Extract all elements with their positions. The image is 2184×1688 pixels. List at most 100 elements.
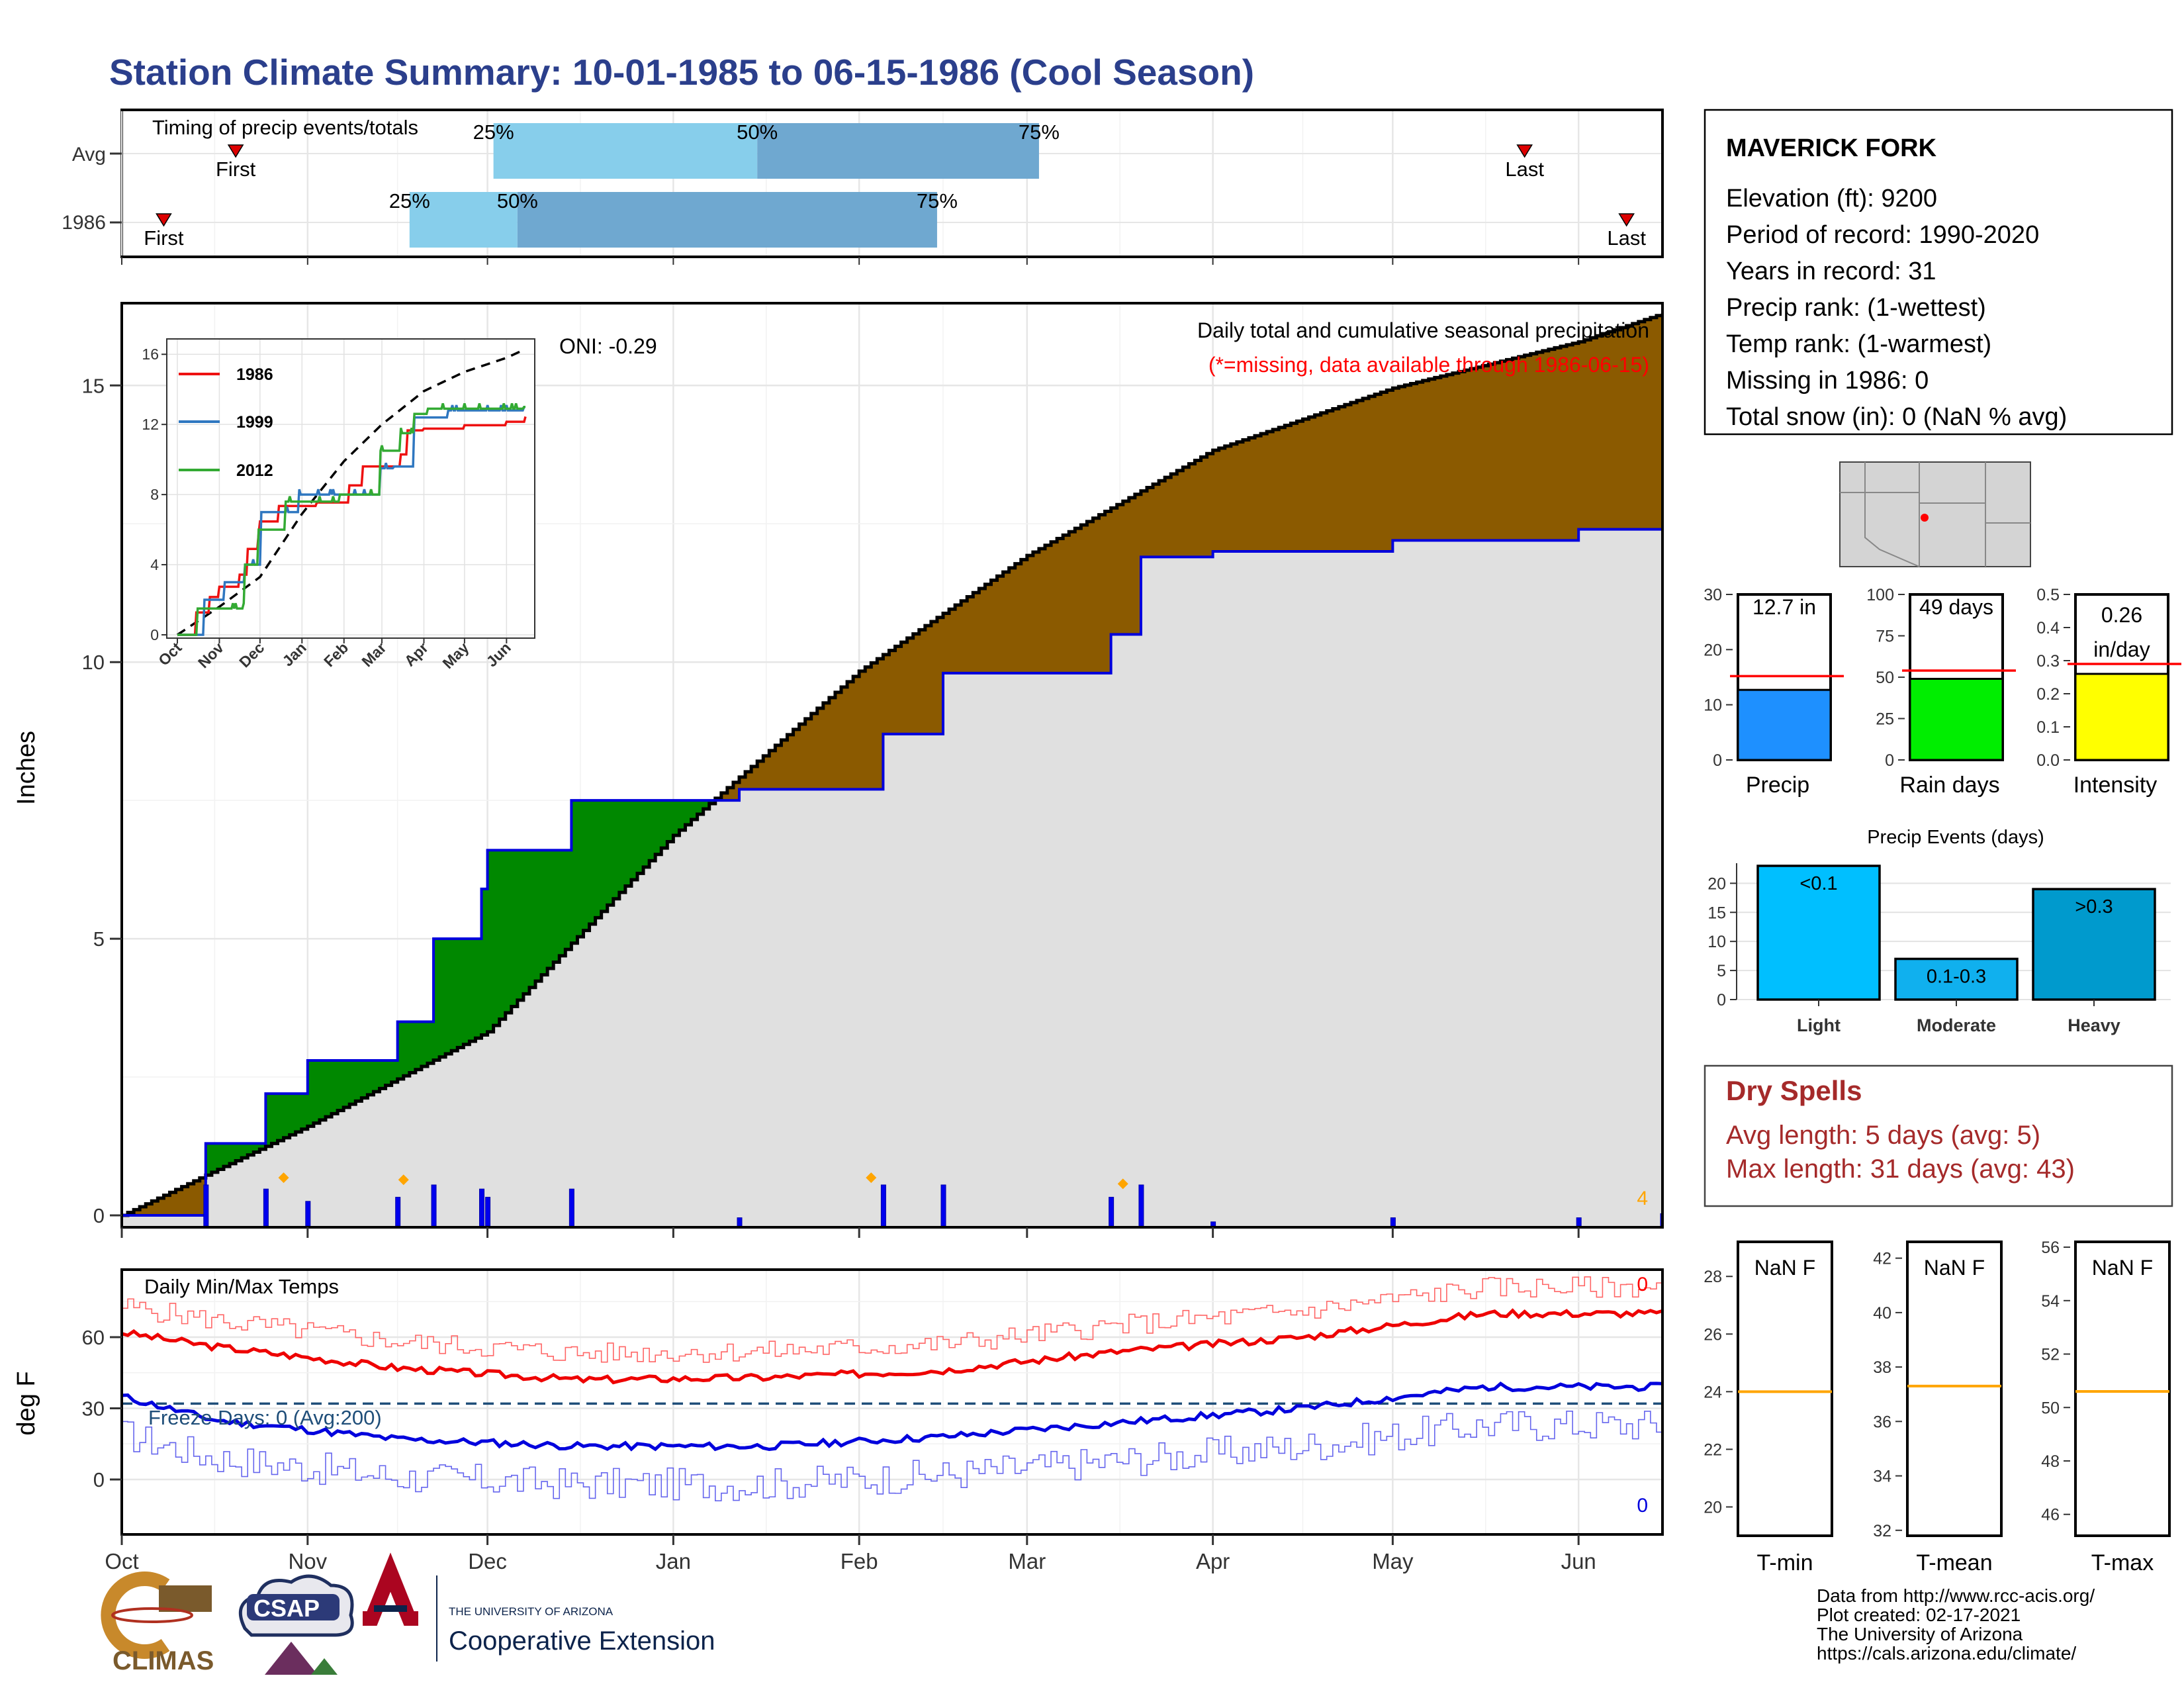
temp-box-tick: 38 (1873, 1358, 1891, 1377)
event-bar-moderate (1894, 957, 2019, 1001)
event-bar-heavy (2032, 888, 2156, 1001)
timing-pct-label: 50% (497, 189, 538, 212)
info-line: Total snow (in): 0 (NaN % avg) (1726, 403, 2067, 431)
timing-marker-label: First (144, 226, 184, 250)
timing-pct-label: 50% (737, 120, 778, 144)
month-label: Mar (1008, 1549, 1046, 1573)
events-y-tick: 10 (1707, 933, 1726, 951)
temp-box-value: NaN F (1924, 1256, 1985, 1280)
timing-bar-25-50 (409, 192, 518, 248)
event-bar-light (1756, 865, 1881, 1001)
timing-row-label-avg: Avg (72, 144, 106, 165)
info-line: Temp rank: (1-warmest) (1726, 330, 1991, 358)
mini-bar-label: Rain days (1899, 773, 1999, 798)
events-y-tick: 20 (1707, 874, 1726, 893)
daily-precip-bar (431, 1184, 437, 1227)
event-category-label: Moderate (1917, 1015, 1996, 1035)
timing-row-label-1986: 1986 (62, 212, 106, 234)
temp-box-tick: 46 (2041, 1506, 2060, 1524)
footer-credits: Data from http://www.rcc-acis.org/ Plot … (1817, 1585, 2095, 1664)
daily-precip-bar (479, 1188, 485, 1227)
precip-y-tick: 10 (82, 651, 105, 674)
timing-pct-label: 25% (473, 120, 514, 144)
daily-precip-bar (880, 1184, 886, 1227)
temp-y-tick: 60 (82, 1326, 105, 1349)
precip-y-tick: 0 (93, 1204, 105, 1227)
temp-box-tick: 28 (1704, 1268, 1722, 1286)
daily-precip-bar (263, 1188, 269, 1227)
temp-box-tick: 22 (1704, 1440, 1722, 1459)
temp-box-tick: 20 (1704, 1498, 1722, 1517)
precip-y-tick: 5 (93, 927, 105, 951)
timing-marker (156, 213, 172, 227)
temp-box-tick: 52 (2041, 1346, 2060, 1364)
observed-cumulative-line (122, 512, 1662, 1217)
mini-bar-tick: 50 (1876, 669, 1894, 687)
month-label: Jun (1561, 1549, 1596, 1573)
missing-note: (*=missing, data available through 1986-… (1208, 353, 1649, 377)
csap-logo-text: CSAP (253, 1595, 320, 1622)
temp-panel-frame (120, 1268, 1664, 1536)
max-temp-count: 0 (1637, 1274, 1648, 1295)
mini-bar-tick: 0.4 (2036, 619, 2060, 637)
station-location-marker (1921, 514, 1929, 522)
temp-y-tick: 0 (93, 1468, 105, 1491)
temp-box-label: T-max (2091, 1550, 2154, 1575)
event-category-label: Heavy (2068, 1015, 2120, 1035)
events-title: Precip Events (days) (1867, 827, 2044, 848)
timing-pct-label: 75% (1019, 120, 1060, 144)
mini-bar-rain-days: 0 25 50 75 100 49 days Rain days (1866, 586, 2016, 798)
mini-bar-tick: 25 (1876, 710, 1894, 729)
month-label: Dec (468, 1549, 507, 1573)
average-cumulative-line (122, 313, 1662, 1217)
events-y-tick: 0 (1717, 991, 1726, 1009)
daily-precip-bar (1390, 1217, 1396, 1227)
info-line: Precip rank: (1-wettest) (1726, 294, 1986, 322)
mini-bar-label: Intensity (2073, 773, 2158, 798)
month-label: Apr (1196, 1549, 1230, 1573)
temp-box-t-mean: 32 34 36 38 40 42 NaN F T-mean (1873, 1241, 2003, 1575)
credit-line: https://cals.arizona.edu/climate/ (1817, 1643, 2076, 1664)
daily-precip-bar (395, 1197, 401, 1227)
daily-precip-bar (305, 1201, 311, 1227)
inset-y-tick: 4 (150, 556, 159, 573)
max-temp-line (122, 1308, 1662, 1385)
daily-precip-bars (203, 1172, 1662, 1227)
timing-marker (1618, 213, 1635, 227)
mini-bar-tick: 0.2 (2036, 685, 2060, 704)
mini-bar-value-unit: in/day (2093, 637, 2150, 661)
dry-spells-box: Dry Spells Avg length: 5 days (avg: 5) M… (1704, 1064, 2173, 1207)
credit-line: Data from http://www.rcc-acis.org/ (1817, 1585, 2095, 1606)
season-summary-bars: 0 10 20 30 12.7 in Precip 0 25 50 75 100 49 days Rai… (1704, 586, 2181, 798)
climas-logo-text: CLIMAS (113, 1646, 214, 1675)
daily-precip-bar (569, 1188, 574, 1227)
temp-box-value: NaN F (2092, 1256, 2153, 1280)
dry-spells-avg: Avg length: 5 days (avg: 5) (1726, 1121, 2040, 1150)
temp-box-tick: 54 (2041, 1292, 2060, 1311)
mini-bar-value (1909, 678, 2004, 761)
daily-precip-bar (1210, 1221, 1216, 1227)
temp-box-tick: 26 (1704, 1325, 1722, 1344)
daily-precip-bar (1109, 1197, 1115, 1227)
timing-marker (1516, 144, 1533, 158)
heavy-event-marker (398, 1174, 409, 1186)
events-y-tick: 5 (1717, 962, 1726, 980)
timing-bars: 25% 50% 75% First Last 25% 50% 75% First Last (144, 120, 1646, 250)
daily-precip-bar (737, 1217, 743, 1227)
temp-box-tick: 24 (1704, 1383, 1722, 1401)
ua-top-text: THE UNIVERSITY OF ARIZONA (449, 1605, 614, 1618)
month-axis: Oct Nov Dec Jan Feb Mar Apr May Jun (105, 1534, 1596, 1573)
mini-bar-value-label: 12.7 in (1752, 595, 1816, 619)
month-label: Feb (841, 1549, 878, 1573)
heavy-count-label: 4 (1637, 1188, 1648, 1209)
events-y-tick: 15 (1707, 904, 1726, 922)
freeze-days-label: Freeze Days: 0 (Avg:200) (148, 1406, 382, 1429)
mini-bar-tick: 0.3 (2036, 652, 2060, 671)
event-bar-label: <0.1 (1799, 873, 1837, 894)
inset-legend-2012: 2012 (236, 461, 273, 480)
mini-bar-value (2074, 673, 2169, 761)
info-line: Elevation (ft): 9200 (1726, 185, 1937, 212)
mini-bar-tick: 0.1 (2036, 718, 2060, 737)
max-temp-average-line (122, 1276, 1662, 1363)
